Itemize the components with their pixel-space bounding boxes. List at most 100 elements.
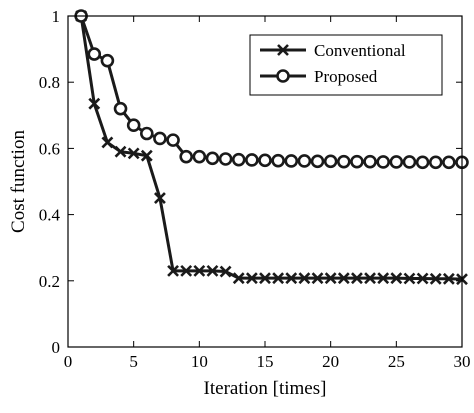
y-tick-label: 1: [52, 7, 61, 26]
data-point-conventional: [377, 272, 390, 285]
data-point-conventional-stroke-b: [180, 264, 193, 277]
data-point-conventional-stroke-b: [245, 272, 258, 285]
x-tick-label: 25: [388, 352, 405, 371]
data-point-conventional: [167, 264, 179, 277]
data-point-proposed: [218, 152, 233, 166]
data-point-conventional-stroke-b: [377, 272, 390, 285]
data-point-conventional: [140, 149, 153, 162]
data-point-conventional-stroke-b: [88, 97, 101, 110]
data-point-conventional: [416, 272, 429, 285]
data-point-proposed: [363, 154, 377, 169]
data-point-proposed: [310, 154, 325, 169]
data-point-conventional: [324, 272, 337, 285]
data-point-conventional-stroke-b: [140, 149, 153, 162]
data-point-conventional: [180, 264, 193, 277]
data-point-proposed: [442, 155, 456, 170]
data-point-conventional-stroke-b: [127, 147, 140, 160]
data-point-conventional-stroke-b: [351, 272, 363, 285]
data-point-proposed: [192, 149, 207, 164]
data-point-conventional: [442, 272, 455, 285]
data-point-proposed: [205, 151, 220, 166]
x-axis-label: Iteration [times]: [204, 378, 327, 399]
data-point-proposed: [323, 154, 338, 169]
data-point-conventional: [245, 272, 258, 285]
data-point-proposed: [415, 155, 430, 170]
data-point-conventional-stroke-b: [324, 272, 337, 285]
data-point-conventional-stroke-b: [416, 272, 429, 285]
data-point-proposed: [100, 53, 115, 68]
x-tick-label: 15: [257, 352, 274, 371]
data-point-conventional: [206, 264, 219, 277]
y-tick-label: 0.8: [39, 73, 60, 92]
legend-label-proposed: Proposed: [314, 67, 378, 86]
data-point-conventional-stroke-b: [390, 272, 403, 285]
data-point-conventional-stroke-b: [193, 264, 206, 277]
data-point-conventional: [285, 272, 298, 285]
data-point-conventional: [127, 147, 140, 160]
data-point-proposed: [284, 154, 299, 168]
data-point-proposed: [126, 118, 141, 133]
data-point-conventional-stroke-b: [311, 272, 324, 285]
data-point-conventional: [114, 145, 127, 158]
data-point-proposed: [179, 149, 193, 164]
data-point-conventional-stroke-b: [232, 272, 245, 285]
data-point-conventional-stroke-b: [298, 272, 311, 285]
data-point-conventional-stroke-b: [442, 272, 455, 285]
x-tick-label: 20: [322, 352, 339, 371]
data-point-proposed: [113, 101, 128, 116]
data-point-conventional-stroke-b: [219, 265, 232, 278]
series-conventional: [75, 10, 468, 286]
data-point-conventional-stroke-b: [154, 192, 166, 204]
data-point-conventional-stroke-b: [101, 136, 114, 149]
legend-marker-conventional-stroke-b: [277, 44, 289, 56]
series-proposed: [74, 9, 469, 170]
data-point-proposed: [336, 154, 351, 169]
data-point-proposed: [350, 154, 364, 169]
data-point-proposed: [258, 153, 272, 168]
data-point-conventional-stroke-b: [114, 145, 127, 158]
data-point-conventional-stroke-b: [206, 264, 219, 277]
data-point-proposed: [166, 133, 180, 147]
data-point-conventional: [429, 272, 442, 285]
y-tick-label: 0: [52, 338, 61, 357]
data-point-proposed: [376, 155, 391, 169]
data-point-conventional: [298, 272, 311, 285]
data-point-proposed: [140, 126, 154, 141]
data-point-conventional-stroke-b: [337, 272, 350, 285]
data-point-proposed: [153, 131, 167, 146]
data-point-conventional: [351, 272, 363, 285]
y-tick-label: 0.6: [39, 139, 60, 158]
data-point-conventional: [311, 272, 324, 285]
data-point-conventional: [259, 272, 271, 285]
legend-marker-conventional: [277, 44, 289, 56]
legend-box: [249, 34, 443, 96]
data-point-conventional-stroke-b: [403, 272, 416, 285]
data-point-proposed: [271, 153, 285, 168]
data-point-proposed: [297, 154, 312, 168]
data-point-conventional-stroke-b: [259, 272, 271, 285]
data-point-conventional: [154, 192, 166, 204]
x-tick-label: 0: [64, 352, 73, 371]
data-point-conventional: [337, 272, 350, 285]
data-point-conventional: [390, 272, 403, 285]
data-point-proposed: [402, 155, 417, 169]
data-point-conventional-stroke-b: [364, 272, 376, 285]
plot-frame: [67, 15, 463, 348]
data-point-conventional: [364, 272, 376, 285]
data-point-conventional-stroke-b: [167, 264, 179, 277]
legend: Conventional Proposed: [249, 34, 443, 96]
data-point-conventional: [272, 272, 285, 285]
legend-label-conventional: Conventional: [314, 41, 406, 60]
data-point-conventional: [219, 265, 232, 278]
data-point-conventional-stroke-b: [285, 272, 298, 285]
data-point-conventional: [232, 272, 245, 285]
data-point-conventional: [88, 97, 101, 110]
data-point-conventional: [101, 136, 114, 149]
x-tick-label: 10: [191, 352, 208, 371]
legend-marker-proposed: [276, 69, 290, 83]
data-point-proposed: [389, 155, 404, 169]
data-point-proposed: [245, 153, 259, 167]
data-point-conventional: [193, 264, 206, 277]
